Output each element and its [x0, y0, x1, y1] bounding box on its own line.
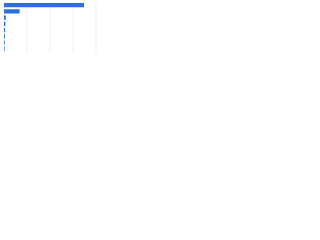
- bar: [4, 21, 6, 26]
- bar: [4, 46, 5, 51]
- bar: [4, 40, 5, 45]
- bar: [4, 15, 6, 20]
- bar: [4, 3, 85, 8]
- page: (() => { const data = JSON.parse(documen…: [0, 0, 320, 71]
- chart: [0, 0, 100, 71]
- bar: [4, 9, 20, 14]
- bar: [4, 34, 5, 39]
- bar: [4, 28, 6, 33]
